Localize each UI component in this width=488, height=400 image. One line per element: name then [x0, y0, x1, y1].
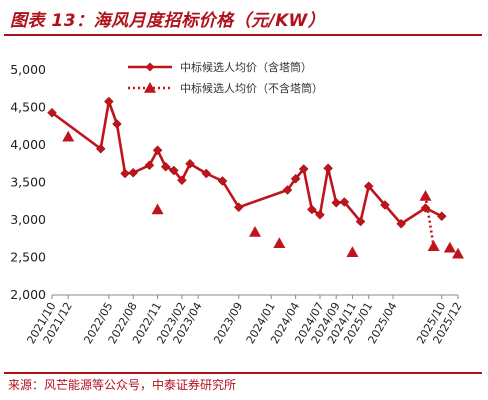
legend-triangle-marker — [144, 82, 156, 93]
point-without-tower — [62, 130, 75, 142]
point-with-tower — [160, 161, 171, 172]
point-with-tower — [396, 218, 407, 229]
point-with-tower — [112, 119, 122, 129]
point-with-tower — [168, 165, 179, 176]
point-with-tower — [380, 200, 390, 210]
point-with-tower — [152, 145, 163, 156]
point-with-tower — [323, 163, 333, 174]
point-with-tower — [120, 168, 130, 179]
legend-label-without-tower: 中标候选人均价（不含塔筒） — [180, 81, 323, 95]
series-line-without-tower — [424, 195, 435, 247]
point-with-tower — [95, 143, 106, 154]
point-with-tower — [201, 168, 212, 179]
source-note: 来源：风芒能源等公众号，中泰证券研究所 — [8, 378, 237, 392]
point-with-tower — [177, 175, 187, 186]
legend-label-with-tower: 中标候选人均价（含塔筒） — [180, 60, 312, 74]
point-with-tower — [282, 185, 293, 195]
point-with-tower — [331, 197, 342, 208]
point-without-tower — [151, 203, 164, 215]
point-with-tower — [436, 211, 447, 222]
point-without-tower — [249, 226, 261, 237]
legend-diamond-marker — [145, 62, 155, 72]
point-with-tower — [47, 107, 57, 118]
y-tick-label: 4,000 — [10, 137, 46, 152]
point-with-tower — [290, 173, 301, 184]
point-without-tower — [427, 240, 440, 252]
point-without-tower — [419, 190, 432, 201]
point-without-tower — [273, 237, 286, 249]
point-without-tower — [452, 247, 464, 259]
point-with-tower — [144, 160, 155, 171]
point-with-tower — [128, 167, 139, 178]
x-tick-label: 2023/09 — [211, 300, 245, 346]
point-with-tower — [306, 204, 317, 215]
line-chart: 2,000 2,500 3,000 3,500 4,000 4,500 5,000 2021… — [10, 60, 465, 346]
point-with-tower — [185, 158, 195, 169]
point-with-tower — [339, 197, 350, 207]
y-tick-label: 4,500 — [10, 100, 46, 115]
chart-series — [47, 96, 464, 259]
y-tick-label: 2,000 — [10, 287, 46, 302]
y-tick-label: 5,000 — [10, 62, 46, 77]
point-with-tower — [355, 216, 366, 227]
point-with-tower — [233, 202, 244, 213]
point-without-tower — [346, 246, 359, 258]
point-without-tower — [443, 241, 456, 253]
point-with-tower — [363, 181, 374, 192]
y-tick-label: 2,500 — [10, 250, 46, 265]
y-axis-ticks: 2,000 2,500 3,000 3,500 4,000 4,500 5,000 — [10, 62, 46, 302]
chart-legend: 中标候选人均价（含塔筒） 中标候选人均价（不含塔筒） — [128, 60, 323, 95]
point-with-tower — [103, 96, 114, 107]
y-tick-label: 3,500 — [10, 175, 46, 190]
title-bar: 图表 13：海风月度招标价格（元/KW） — [4, 4, 482, 36]
point-with-tower — [315, 209, 325, 220]
point-with-tower — [298, 164, 309, 174]
point-with-tower — [217, 176, 228, 186]
chart-title: 图表 13：海风月度招标价格（元/KW） — [10, 11, 326, 31]
footer-divider — [4, 372, 482, 374]
y-tick-label: 3,000 — [10, 212, 46, 227]
